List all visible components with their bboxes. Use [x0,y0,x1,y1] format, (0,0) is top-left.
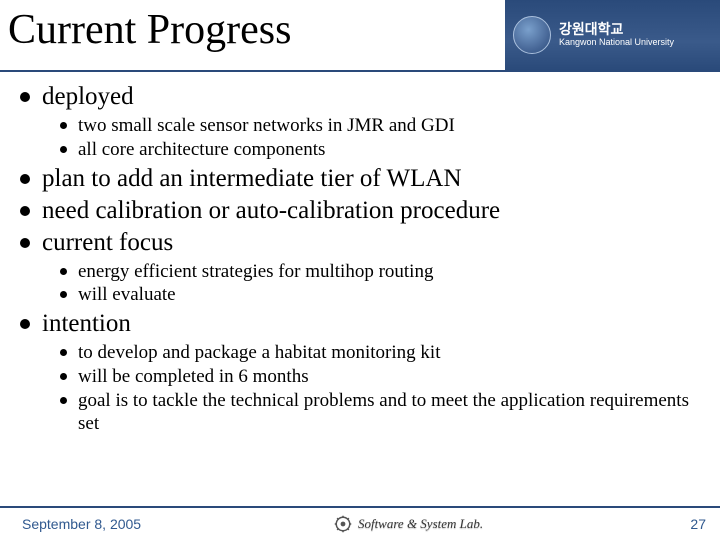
bullet-focus: current focus energy efficient strategie… [18,228,702,308]
slide-content: deployed two small scale sensor networks… [0,72,720,506]
sub-bullet: two small scale sensor networks in JMR a… [60,114,702,138]
sub-bullet: goal is to tackle the technical problems… [60,389,702,437]
sublist: energy efficient strategies for multihop… [42,260,702,308]
sub-bullet: energy efficient strategies for multihop… [60,260,702,284]
sub-bullet: to develop and package a habitat monitor… [60,341,702,365]
footer-lab: Software & System Lab. [358,516,483,532]
bullet-plan: plan to add an intermediate tier of WLAN [18,164,702,194]
slide-title: Current Progress [0,0,505,70]
gear-icon [334,515,352,533]
logo-emblem-icon [513,16,551,54]
university-logo: 강원대학교 Kangwon National University [505,0,720,70]
footer-center: Software & System Lab. [141,515,676,533]
footer-date: September 8, 2005 [22,516,141,532]
title-bar: Current Progress 강원대학교 Kangwon National … [0,0,720,72]
bullet-text: need calibration or auto-calibration pro… [42,197,500,224]
slide-footer: September 8, 2005 Software & System Lab.… [0,506,720,540]
bullet-text: intention [42,310,131,337]
bullet-calibration: need calibration or auto-calibration pro… [18,196,702,226]
bullet-list: deployed two small scale sensor networks… [18,82,702,436]
logo-labels: 강원대학교 Kangwon National University [559,22,674,47]
page-number: 27 [676,516,706,532]
slide: { "title": "Current Progress", "logo": {… [0,0,720,540]
logo-english: Kangwon National University [559,38,674,48]
bullet-text: plan to add an intermediate tier of WLAN [42,165,462,192]
bullet-deployed: deployed two small scale sensor networks… [18,82,702,162]
bullet-text: deployed [42,83,134,110]
logo-korean: 강원대학교 [559,22,674,37]
bullet-text: current focus [42,229,173,256]
sub-bullet: will evaluate [60,283,702,307]
sublist: two small scale sensor networks in JMR a… [42,114,702,162]
bullet-intention: intention to develop and package a habit… [18,309,702,436]
sub-bullet: all core architecture components [60,138,702,162]
sublist: to develop and package a habitat monitor… [42,341,702,436]
sub-bullet: will be completed in 6 months [60,365,702,389]
